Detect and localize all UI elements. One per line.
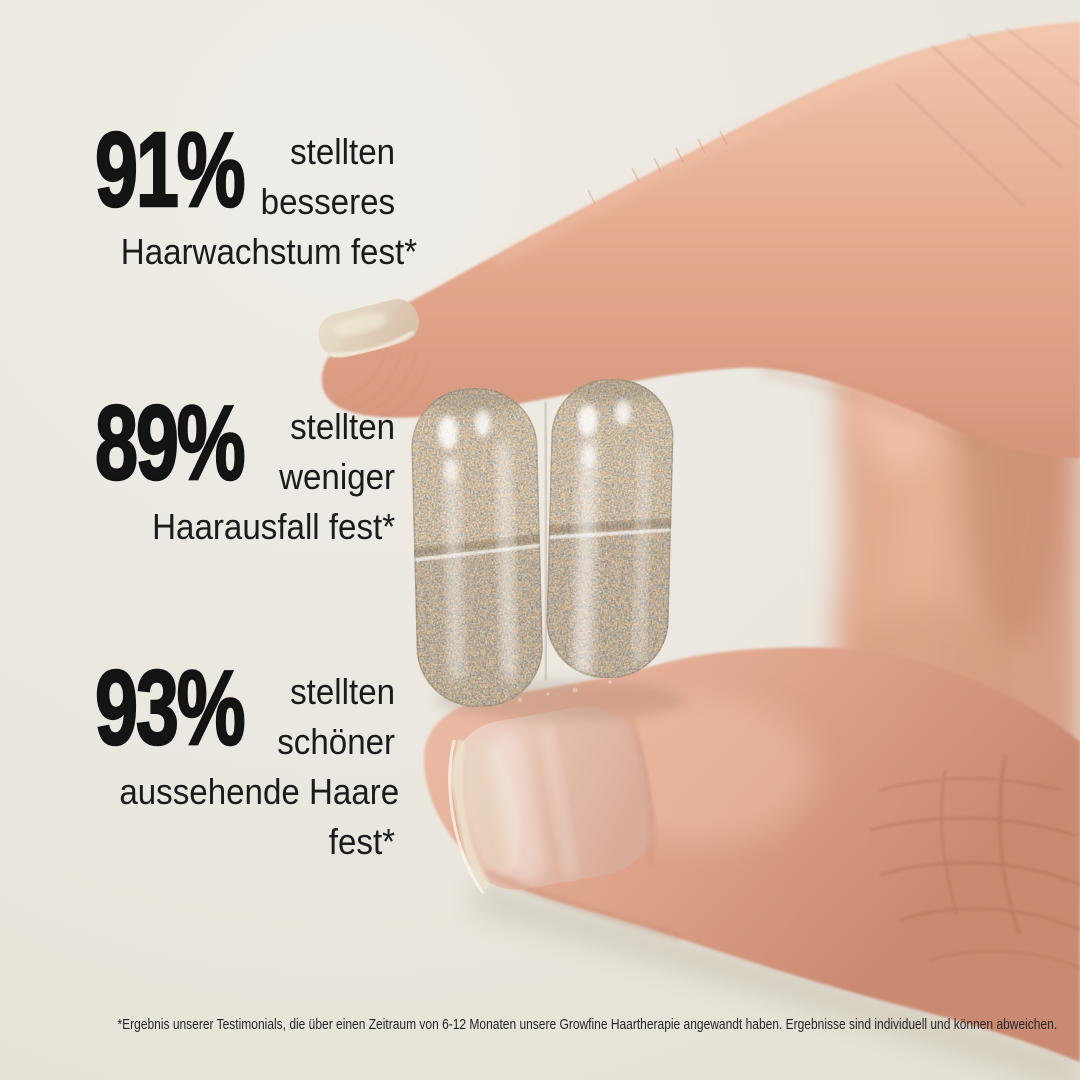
thumbnail xyxy=(448,706,656,895)
stat-text: stellten besseres Haarwachstum fest* xyxy=(95,117,418,277)
stat-line: stellten xyxy=(290,406,395,447)
stat-block-hair-appearance: 93% stellten schöner aussehende Haare fe… xyxy=(94,649,400,867)
stat-line: stellten xyxy=(290,671,395,712)
stat-line: fest* xyxy=(328,821,395,862)
disclaimer-text: *Ergebnis unserer Testimonials, die über… xyxy=(117,1016,1058,1033)
stat-line: besseres xyxy=(260,181,395,222)
stat-value: 91% xyxy=(94,111,298,229)
index-fingernail xyxy=(318,299,419,358)
fingerprint-ridges xyxy=(335,343,429,418)
stat-block-hair-growth: 91% stellten besseres Haarwachstum fest* xyxy=(94,111,418,277)
stat-line: stellten xyxy=(290,131,395,172)
stat-value: 89% xyxy=(94,384,298,502)
disclaimer-footnote: *Ergebnis unserer Testimonials, die über… xyxy=(0,1016,1080,1033)
index-finger xyxy=(318,22,1080,458)
stat-line: Haarwachstum fest* xyxy=(120,231,418,272)
index-knuckle-creases xyxy=(895,27,1080,207)
finger-edge-wrinkles xyxy=(587,130,728,205)
stat-value: 93% xyxy=(94,649,298,767)
stat-value-text: 91% xyxy=(94,111,246,229)
capsule-gap-line xyxy=(543,401,549,681)
thumb xyxy=(424,647,1080,1062)
stat-line: aussehende Haare xyxy=(119,771,400,812)
stat-line: Haarausfall fest* xyxy=(151,506,395,547)
stat-value-text: 89% xyxy=(94,384,246,502)
stat-value-text: 93% xyxy=(94,649,246,767)
stat-line: schöner xyxy=(277,721,395,762)
thumb-knuckle-wrinkles xyxy=(869,754,1080,969)
thumb-shadow xyxy=(471,882,1080,1080)
stat-text: stellten schöner aussehende Haare fest* xyxy=(95,655,400,867)
stat-block-hair-loss: 89% stellten weniger Haarausfall fest* xyxy=(94,384,395,552)
stat-line: weniger xyxy=(279,456,395,497)
stat-text: stellten weniger Haarausfall fest* xyxy=(95,390,395,552)
